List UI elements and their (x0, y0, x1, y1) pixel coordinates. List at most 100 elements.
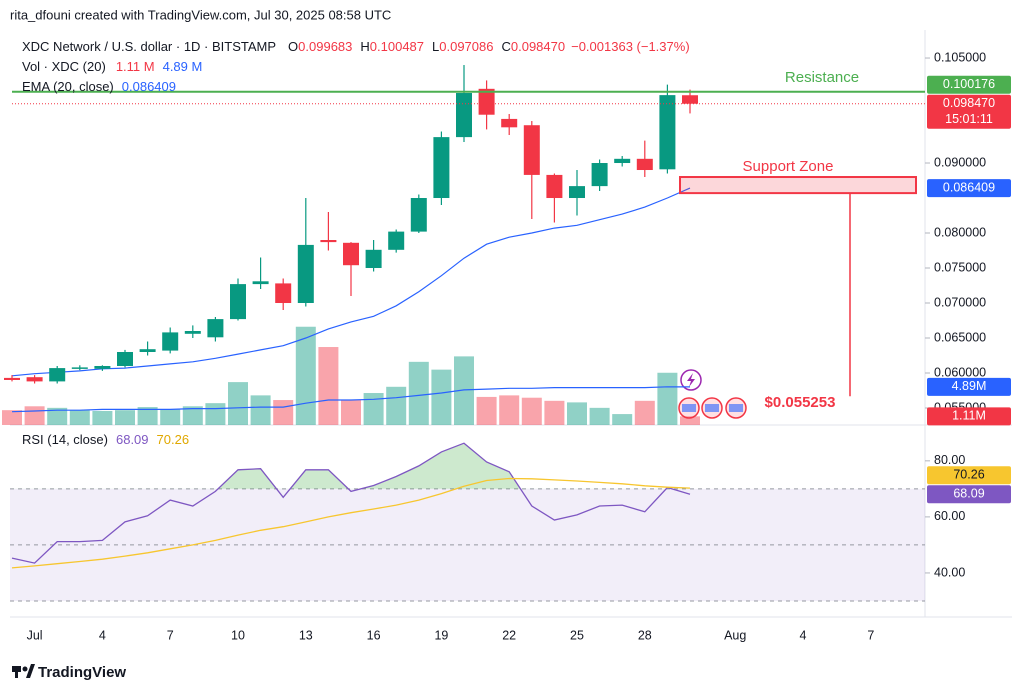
volume-bar (137, 407, 158, 425)
candle-body (275, 283, 292, 304)
legend-rsi-ma: 70.26 (157, 432, 190, 447)
y-tick-label: 0.090000 (934, 155, 986, 169)
legend-rsi-value: 68.09 (116, 432, 149, 447)
volume-bar (386, 386, 407, 425)
x-tick-label: 10 (231, 628, 245, 642)
volume-bar (454, 356, 474, 425)
x-tick-label: 19 (434, 628, 448, 642)
x-tick-label: 7 (867, 628, 874, 642)
volume-bar (589, 407, 610, 425)
volume-bar (92, 410, 113, 425)
volume-bar (680, 416, 700, 425)
legend-volume-ma: 4.89 M (163, 59, 203, 74)
legend-ema-value: 0.086409 (122, 79, 176, 94)
candle-body (162, 332, 179, 351)
legend-ohlc-value: 0.098470 (511, 39, 565, 54)
candle-body (26, 377, 43, 382)
y-tick-label: 0.080000 (934, 225, 986, 239)
axis-tag (927, 179, 1011, 198)
volume-bar (2, 410, 22, 425)
volume-bar (612, 414, 633, 425)
y-tick-label: 0.075000 (934, 260, 986, 274)
volume-bar (363, 393, 384, 425)
candle-body (230, 284, 246, 320)
volume-bar (476, 396, 497, 425)
candle-body (591, 163, 608, 187)
axis-tag (927, 485, 1011, 504)
x-tick-label: 28 (638, 628, 652, 642)
volume-bar (341, 400, 361, 425)
header-title: rita_dfouni created with TradingView.com… (10, 7, 391, 22)
x-tick-label: 25 (570, 628, 584, 642)
legend-ohlc-value: 0.100487 (370, 39, 424, 54)
volume-bar (544, 400, 565, 425)
axis-tag-label: 68.09 (953, 487, 984, 501)
axis-tag-label: 4.89M (952, 379, 987, 393)
volume-bar (567, 402, 587, 425)
target-label: $0.055253 (765, 394, 836, 411)
y-tick-label: 0.065000 (934, 330, 986, 344)
volume-bar (408, 361, 429, 425)
candle-body (433, 137, 450, 199)
candle-body (71, 367, 88, 369)
volume-bar (228, 382, 248, 425)
rsi-y-tick-label: 40.00 (934, 565, 965, 579)
x-tick-label: 4 (800, 628, 807, 642)
candle-body (569, 186, 585, 199)
legend-ema-label: EMA (20, close) (22, 79, 114, 94)
support-zone (679, 176, 917, 195)
legend-ohlc-value: 0.097086 (439, 39, 493, 54)
candle-body (636, 158, 653, 171)
x-tick-label: Jul (27, 628, 43, 642)
candle-body (343, 242, 359, 266)
volume-bar (273, 400, 294, 425)
axis-tag-label: 70.26 (953, 468, 984, 482)
volume-bar (115, 410, 135, 425)
axis-tag-label: 1.11M (952, 409, 986, 423)
legend-volume-value: 1.11 M (116, 59, 155, 74)
candle-body (252, 281, 269, 285)
event-icons (678, 369, 747, 419)
y-tick-label: 0.060000 (934, 365, 986, 379)
candle-body (614, 158, 631, 164)
candle-body (659, 95, 676, 170)
volume-bar (182, 406, 203, 425)
rsi-line (11, 477, 691, 569)
volume-bar (634, 400, 655, 425)
x-tick-label: 22 (502, 628, 516, 642)
tv-logo (12, 664, 35, 678)
volume-bar (250, 395, 271, 425)
legend-ohlc-value: 0.099683 (298, 39, 352, 54)
legend-rsi-label: RSI (14, close) (22, 432, 108, 447)
candle-body (297, 244, 314, 304)
legend-ohlc-key: H (360, 39, 369, 54)
axis-tag-label: 0.098470 (943, 96, 995, 110)
footer-brand: TradingView (38, 664, 126, 681)
candle-body (117, 351, 133, 366)
legend-main: XDC Network / U.S. dollar · 1D · BITSTAM… (22, 39, 690, 54)
candle-body (523, 125, 540, 175)
volume-bar (160, 409, 181, 425)
volume-bar (69, 410, 90, 425)
legend-ohlc-key: L (432, 39, 439, 54)
axis-tag (927, 94, 1011, 129)
candle-body (682, 95, 698, 104)
candle-body (546, 174, 563, 199)
legend-symbol: XDC Network / U.S. dollar · 1D · BITSTAM… (22, 39, 276, 54)
candle-body (320, 240, 337, 243)
x-tick-label: Aug (724, 628, 746, 642)
x-tick-label: 16 (367, 628, 381, 642)
y-tick-label: 0.105000 (934, 50, 986, 64)
legend-ohlc-key: C (501, 39, 510, 54)
axis-tag-countdown: 15:01:11 (945, 112, 993, 126)
volume-bar (499, 395, 520, 425)
candle-body (388, 231, 405, 250)
x-tick-label: 7 (167, 628, 174, 642)
axis-tag-label: 0.100176 (943, 77, 995, 91)
axis-tag (927, 407, 1011, 426)
legend-ema: EMA (20, close) 0.086409 (22, 79, 176, 94)
legend-ohlc-key: O (288, 39, 298, 54)
candle-body (456, 93, 472, 138)
x-tick-label: 13 (299, 628, 313, 642)
